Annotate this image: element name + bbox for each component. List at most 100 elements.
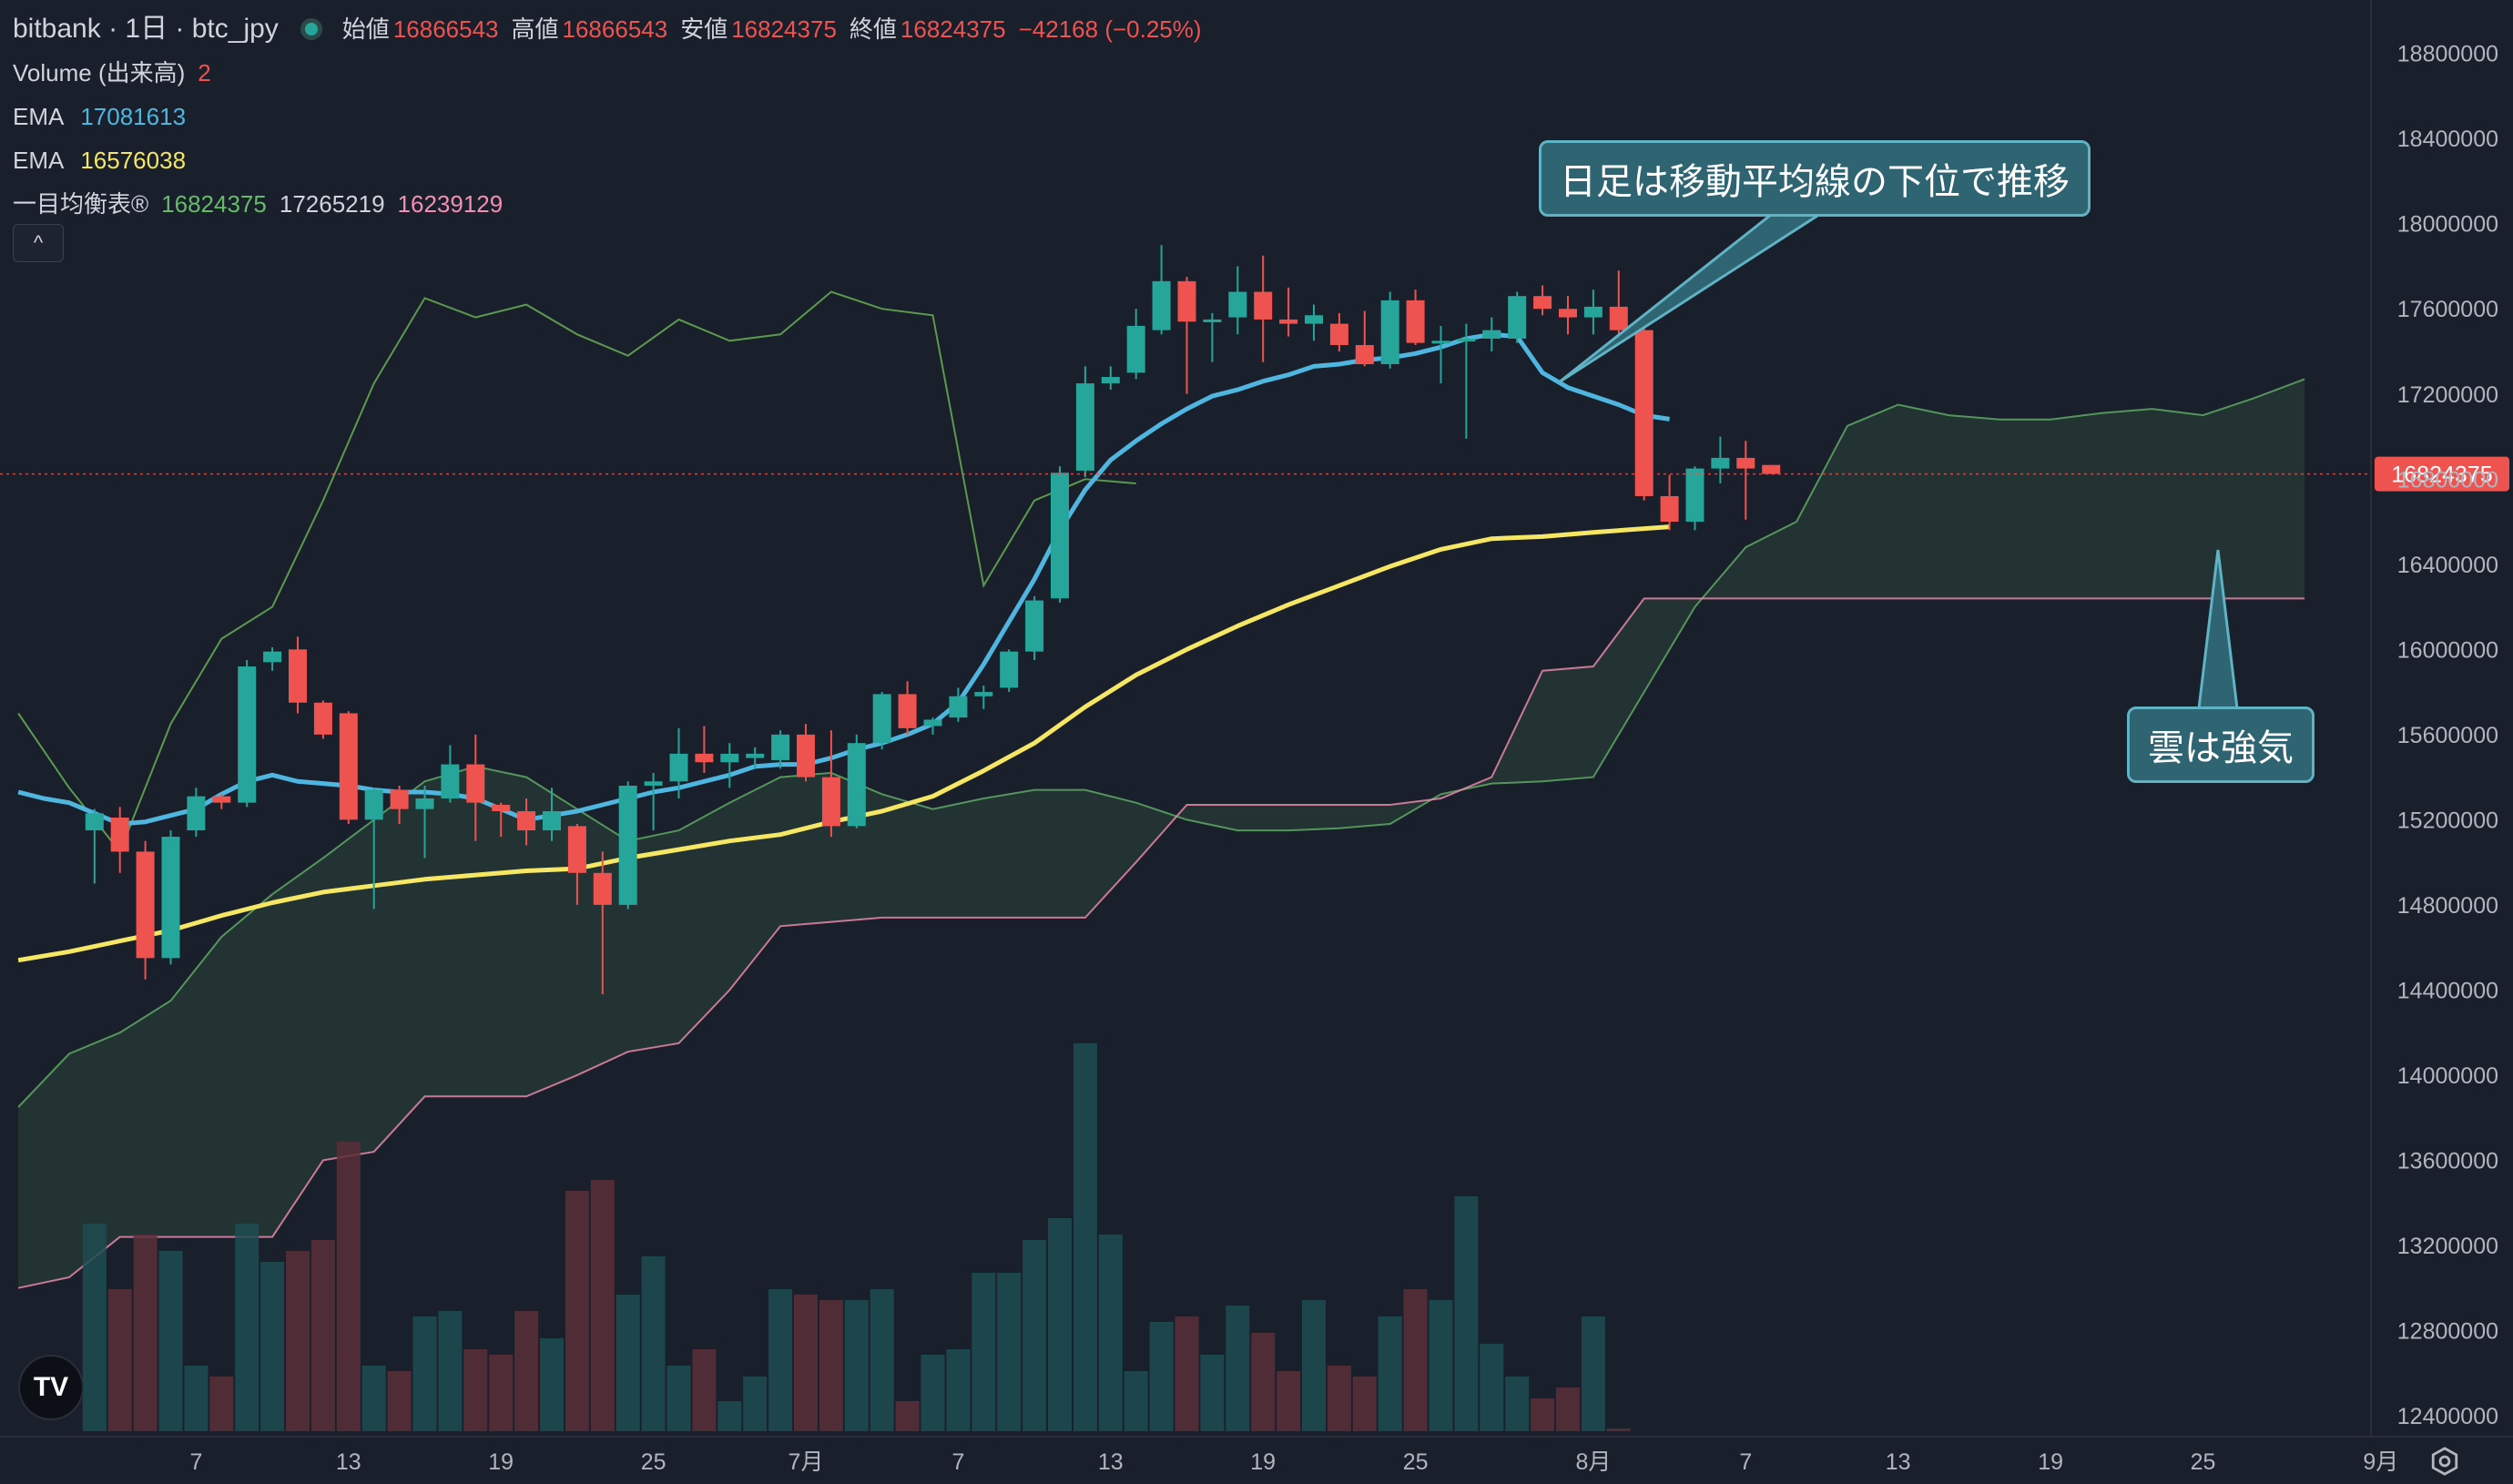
candle-body <box>618 785 637 905</box>
volume-bar <box>1327 1366 1351 1431</box>
candle-body <box>720 753 739 763</box>
price-tick-label: 12800000 <box>2397 1318 2498 1344</box>
candle-body <box>593 872 612 905</box>
candle-body <box>1000 651 1019 688</box>
time-tick-label: 8月 <box>1575 1449 1611 1475</box>
candle-body <box>1559 309 1577 318</box>
market-status-icon <box>300 18 322 40</box>
ema-fast-label: EMA <box>13 103 65 130</box>
price-tick-label: 17600000 <box>2397 297 2498 322</box>
ichimoku-cloud <box>17 290 2305 1289</box>
candle-body <box>1254 291 1273 320</box>
volume-bar <box>844 1300 869 1431</box>
candle-body <box>1203 319 1222 322</box>
callout-pointers <box>1558 206 2239 710</box>
price-tick-label: 18000000 <box>2397 212 2498 238</box>
price-tick-label: 17200000 <box>2397 382 2498 408</box>
volume-bar <box>692 1349 717 1431</box>
time-axis: 7 13 19 25 7月 7 13 19 25 8月 7 13 19 25 9月 <box>189 1449 2398 1475</box>
ichimoku-value-1: 16824375 <box>161 190 267 218</box>
time-tick-label: 9月 <box>2363 1449 2398 1475</box>
candle-body <box>1634 330 1653 496</box>
candle-body <box>492 804 511 812</box>
price-tick-label: 15200000 <box>2397 808 2498 833</box>
chevron-up-icon: ^ <box>33 231 44 254</box>
volume-bar <box>336 1142 361 1431</box>
price-tick-label: 16000000 <box>2397 637 2498 663</box>
volume-bar <box>540 1338 564 1431</box>
ichimoku-legend-row[interactable]: 一目均衡表® 16824375 17265219 16239129 <box>13 182 1202 226</box>
volume-bar <box>1226 1306 1250 1431</box>
candle-body <box>1355 344 1374 365</box>
volume-value: 2 <box>198 59 211 86</box>
candle-body <box>517 811 536 831</box>
lagging-span-line <box>17 290 1136 854</box>
price-grid <box>0 0 2513 1438</box>
volume-bar <box>1505 1377 1530 1431</box>
volume-bar <box>717 1401 742 1431</box>
time-tick-label: 13 <box>1098 1449 1124 1475</box>
price-tick-label: 15600000 <box>2397 723 2498 748</box>
volume-bar <box>133 1235 158 1431</box>
candle-body <box>1228 291 1247 318</box>
ema-fast-line <box>17 331 1670 827</box>
volume-bar <box>1352 1377 1377 1431</box>
volume-bar <box>870 1289 894 1431</box>
candlesticks <box>85 245 1781 995</box>
volume-bar <box>565 1191 589 1431</box>
volume-bar <box>463 1349 488 1431</box>
candle-body <box>1609 306 1628 330</box>
volume-bar <box>1403 1289 1428 1431</box>
candle-body <box>949 696 968 718</box>
candle-body <box>212 796 231 803</box>
low-value: 16824375 <box>731 15 837 43</box>
volume-bar <box>235 1224 259 1431</box>
settings-icon[interactable] <box>2429 1446 2460 1477</box>
volume-bar <box>1251 1333 1276 1431</box>
current-price-tag <box>2375 456 2509 492</box>
volume-bar <box>438 1311 463 1431</box>
price-tick-label: 16800000 <box>2397 467 2498 493</box>
volume-bar <box>1378 1316 1402 1431</box>
time-tick-label: 13 <box>1886 1449 1911 1475</box>
ohlc-row: bitbank · 1日 · btc_jpy 始値 16866543 高値 1686… <box>13 7 1202 51</box>
candle-body <box>821 777 840 827</box>
collapse-legend-button[interactable]: ^ <box>13 224 64 262</box>
candle-body <box>136 851 155 959</box>
ema-fast-legend-row[interactable]: EMA 17081613 <box>13 95 1202 138</box>
price-tick-label: 13600000 <box>2397 1148 2498 1174</box>
volume-bar <box>1098 1235 1123 1431</box>
candle-body <box>110 818 129 852</box>
candle-body <box>1051 473 1069 599</box>
open-value: 16866543 <box>392 15 499 43</box>
callout-cloud-text: 雲は強気 <box>2148 728 2294 768</box>
candle-body <box>1685 468 1704 523</box>
volume-bar <box>514 1311 539 1431</box>
volume-bar <box>1277 1371 1301 1431</box>
volume-bar <box>972 1273 996 1431</box>
volume-bar <box>1429 1300 1453 1431</box>
tradingview-logo-text: TV <box>33 1372 69 1402</box>
close-value: 16824375 <box>900 15 1006 43</box>
price-tick-label: 16400000 <box>2397 553 2498 578</box>
time-tick-label: 19 <box>2038 1449 2063 1475</box>
ema-slow-legend-row[interactable]: EMA 16576038 <box>13 138 1202 182</box>
candle-body <box>390 789 409 809</box>
time-tick-label: 7 <box>951 1449 964 1475</box>
volume-bar <box>489 1355 514 1431</box>
volume-bar <box>107 1289 132 1431</box>
volume-bar <box>946 1349 971 1431</box>
candle-body <box>85 813 104 831</box>
volume-legend-row[interactable]: Volume (出来高) 2 <box>13 51 1202 95</box>
candle-body <box>1533 296 1552 310</box>
time-tick-label: 7月 <box>788 1449 824 1475</box>
symbol-title[interactable]: bitbank · 1日 · btc_jpy <box>13 14 279 44</box>
time-tick-label: 7 <box>1739 1449 1752 1475</box>
volume-bar <box>1073 1043 1097 1431</box>
tradingview-logo[interactable]: TV <box>18 1355 84 1420</box>
candle-body <box>263 651 282 663</box>
open-label: 始値 <box>341 15 390 43</box>
volume-bar <box>1200 1355 1225 1431</box>
volume-bar <box>286 1251 310 1431</box>
